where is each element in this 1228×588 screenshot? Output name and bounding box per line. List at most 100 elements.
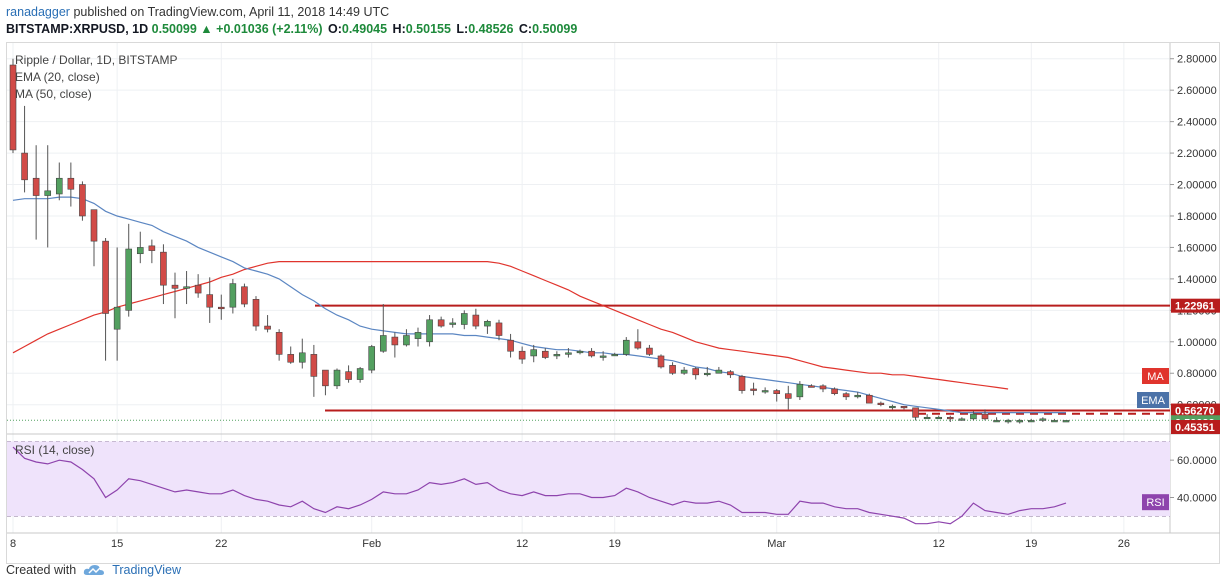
candle-body: [9, 64, 17, 151]
candle-body: [889, 405, 896, 409]
candle: [160, 244, 167, 305]
candle: [379, 304, 387, 353]
candle: [125, 223, 133, 317]
candle: [183, 271, 190, 305]
candle-body: [229, 283, 237, 308]
axes: 2.80000 2.60000 2.40000 2.20000 2.00000 1.800…: [10, 54, 1217, 550]
candle-body: [703, 372, 711, 376]
candle-body: [32, 177, 40, 196]
candle-body: [576, 350, 584, 354]
tradingview-link[interactable]: TradingView: [112, 563, 181, 577]
candle: [472, 308, 480, 330]
price-tick-label: 2.60000: [1177, 85, 1217, 97]
candle: [1004, 418, 1012, 424]
candle: [90, 209, 98, 267]
candle-body: [900, 405, 908, 409]
candle-body: [391, 336, 399, 346]
candle-body: [981, 413, 989, 420]
candle: [576, 349, 584, 355]
candle-body: [67, 177, 75, 190]
created-with-text: Created with: [6, 563, 77, 577]
candle-body: [935, 416, 943, 420]
candle: [345, 365, 352, 383]
candle: [935, 415, 943, 420]
ma-tag-text: MA: [1147, 371, 1164, 383]
ema-tag-bg: [1137, 392, 1169, 408]
candle: [993, 417, 1000, 423]
candle: [21, 105, 28, 193]
candle-body: [727, 371, 734, 376]
candle: [217, 294, 225, 320]
horizontal-levels: [7, 304, 1170, 421]
candle: [599, 351, 607, 361]
candle-body: [113, 306, 121, 330]
open-label: O:: [327, 22, 342, 36]
candle: [646, 344, 653, 356]
candle: [206, 277, 214, 323]
rsi-series: [12, 446, 1067, 525]
price-tick-label: 2.80000: [1177, 54, 1217, 66]
author-link[interactable]: ranadagger: [6, 5, 70, 19]
cloud-logo-icon: [83, 565, 105, 575]
time-tick-label: 12: [933, 538, 945, 550]
candle: [530, 344, 538, 363]
candle-body: [264, 325, 271, 330]
candle-body: [958, 418, 966, 421]
candle: [923, 414, 931, 420]
candle-body: [715, 369, 723, 374]
ema-tag-text: EMA: [1141, 395, 1166, 407]
candle-body: [403, 335, 410, 346]
lower-level-tag-bg: [1171, 420, 1220, 434]
candle: [484, 319, 491, 334]
candle: [437, 316, 445, 328]
candle: [1016, 418, 1024, 424]
close-value: 0.50099: [532, 22, 578, 36]
rsi-line: [12, 446, 1067, 525]
lower-level-tag: 0.45351: [1171, 420, 1220, 434]
candle: [298, 338, 306, 369]
candle-body: [55, 177, 63, 195]
candle-body: [310, 354, 318, 377]
price-tick-label: 1.60000: [1177, 242, 1217, 254]
candle-body: [611, 354, 619, 357]
candle: [414, 327, 422, 347]
candle: [1027, 418, 1035, 423]
chart-title: Ripple / Dollar, 1D, BITSTAMP: [15, 53, 178, 67]
candle: [356, 366, 364, 383]
time-tick-label: 8: [10, 538, 16, 550]
rsi-tick-label: 40.0000: [1177, 493, 1217, 505]
candle-body: [970, 413, 977, 420]
candle-body: [495, 322, 503, 336]
candle: [252, 296, 260, 331]
candle: [310, 344, 318, 397]
rsi-legend: RSI (14, close): [15, 443, 95, 457]
candle: [55, 162, 63, 201]
high-label: H:: [392, 22, 406, 36]
candle: [1062, 420, 1070, 423]
candle-body: [368, 346, 376, 371]
rsi-tag-text: RSI: [1146, 497, 1164, 509]
ema-tag: EMA: [1137, 392, 1169, 408]
candle: [831, 387, 838, 396]
candle-body: [784, 393, 792, 399]
candle-body: [738, 376, 746, 391]
candle: [495, 319, 503, 341]
price-tick-label: 1.00000: [1177, 337, 1217, 349]
price-tick-label: 2.40000: [1177, 117, 1217, 129]
candle: [44, 145, 52, 248]
candle-body: [761, 390, 769, 393]
candle-body: [773, 390, 781, 394]
candle-body: [414, 332, 422, 339]
candle: [981, 409, 989, 421]
ma-series: [12, 261, 1009, 390]
candle-body: [171, 284, 179, 289]
candle: [808, 384, 815, 388]
candle: [32, 145, 40, 240]
symbol-label: BITSTAMP:XRPUSD, 1D: [6, 22, 149, 36]
time-tick-label: 19: [1025, 538, 1037, 550]
time-tick-label: Feb: [362, 538, 381, 550]
open-value: 0.49045: [341, 22, 388, 36]
candle-body: [565, 352, 572, 355]
